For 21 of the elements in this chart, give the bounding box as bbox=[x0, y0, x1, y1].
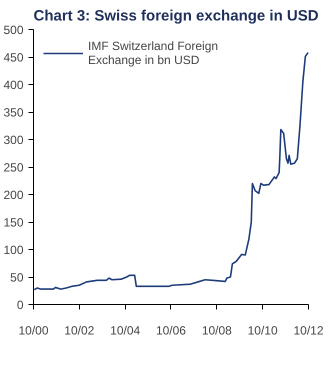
y-tick-label: 500 bbox=[3, 23, 24, 37]
legend-label: IMF Switzerland Foreign Exchange in bn USD bbox=[88, 39, 218, 67]
y-tick-label: 300 bbox=[3, 133, 24, 147]
y-tick-label: 350 bbox=[3, 106, 24, 120]
x-tick-label: 10/00 bbox=[18, 324, 49, 338]
x-tick-label: 10/10 bbox=[248, 324, 278, 338]
chart-title: Chart 3: Swiss foreign exchange in USD bbox=[34, 8, 319, 24]
x-tick-label: 10/06 bbox=[156, 324, 186, 338]
y-tick-label: 150 bbox=[3, 216, 24, 230]
y-tick-label: 50 bbox=[10, 270, 24, 284]
y-tick-label: 200 bbox=[3, 188, 24, 202]
y-tick-label: 250 bbox=[3, 160, 24, 174]
y-tick-label: 0 bbox=[16, 298, 24, 312]
x-tick-label: 10/04 bbox=[110, 324, 141, 338]
y-tick-label: 100 bbox=[3, 243, 24, 257]
x-tick-label: 10/12 bbox=[293, 324, 324, 338]
x-tick-label: 10/08 bbox=[202, 324, 232, 338]
x-tick-label: 10/02 bbox=[64, 324, 95, 338]
y-tick-label: 450 bbox=[3, 50, 24, 64]
y-tick-label: 400 bbox=[3, 78, 24, 92]
line-series bbox=[34, 52, 308, 290]
